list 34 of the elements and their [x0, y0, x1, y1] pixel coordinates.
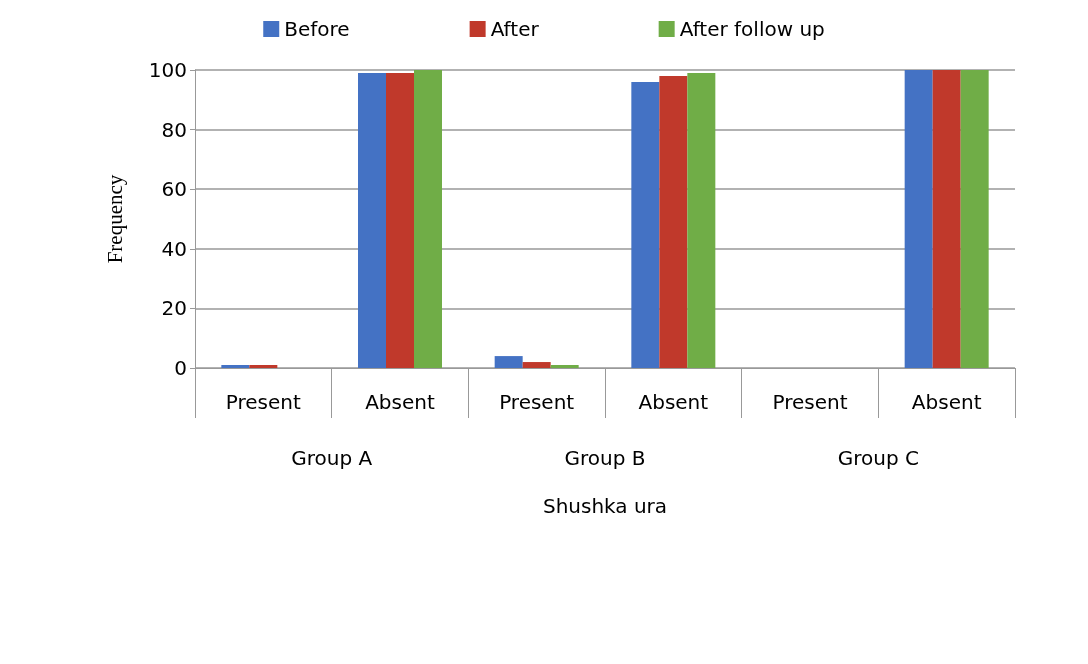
bar	[904, 70, 933, 368]
legend-label: After follow up	[679, 17, 825, 41]
x-tick-label: Absent	[365, 390, 435, 414]
bar	[932, 70, 961, 368]
bar	[522, 362, 551, 368]
y-tick-label: 0	[174, 356, 187, 380]
y-axis-title: Frequency	[102, 174, 127, 264]
y-tick-label: 20	[161, 296, 187, 321]
legend-label: After	[490, 17, 540, 41]
bar	[960, 70, 989, 368]
x-tick-label: Present	[499, 390, 575, 414]
bar	[659, 75, 688, 368]
text: Group B	[564, 446, 646, 470]
legend-label: Before	[284, 17, 350, 41]
bar	[358, 72, 386, 368]
bar	[687, 72, 716, 368]
bar	[221, 365, 250, 368]
bar	[550, 365, 579, 368]
x-axis-title: Shushka ura	[542, 494, 668, 518]
bar	[631, 81, 660, 368]
text: Group C	[837, 446, 919, 470]
y-tick-label: 80	[161, 117, 187, 142]
bar	[494, 356, 523, 368]
text: Group A	[291, 446, 373, 470]
y-tick-label: 100	[148, 58, 187, 82]
bar	[249, 365, 278, 368]
y-tick-label: 40	[161, 236, 187, 261]
bar	[386, 72, 414, 368]
x-tick-label: Present	[225, 390, 302, 414]
x-tick-label: Absent	[638, 390, 709, 414]
x-tick-label: Present	[772, 390, 848, 414]
x-tick-label: Absent	[911, 390, 982, 414]
bar	[414, 70, 442, 368]
y-tick-label: 60	[161, 177, 187, 202]
